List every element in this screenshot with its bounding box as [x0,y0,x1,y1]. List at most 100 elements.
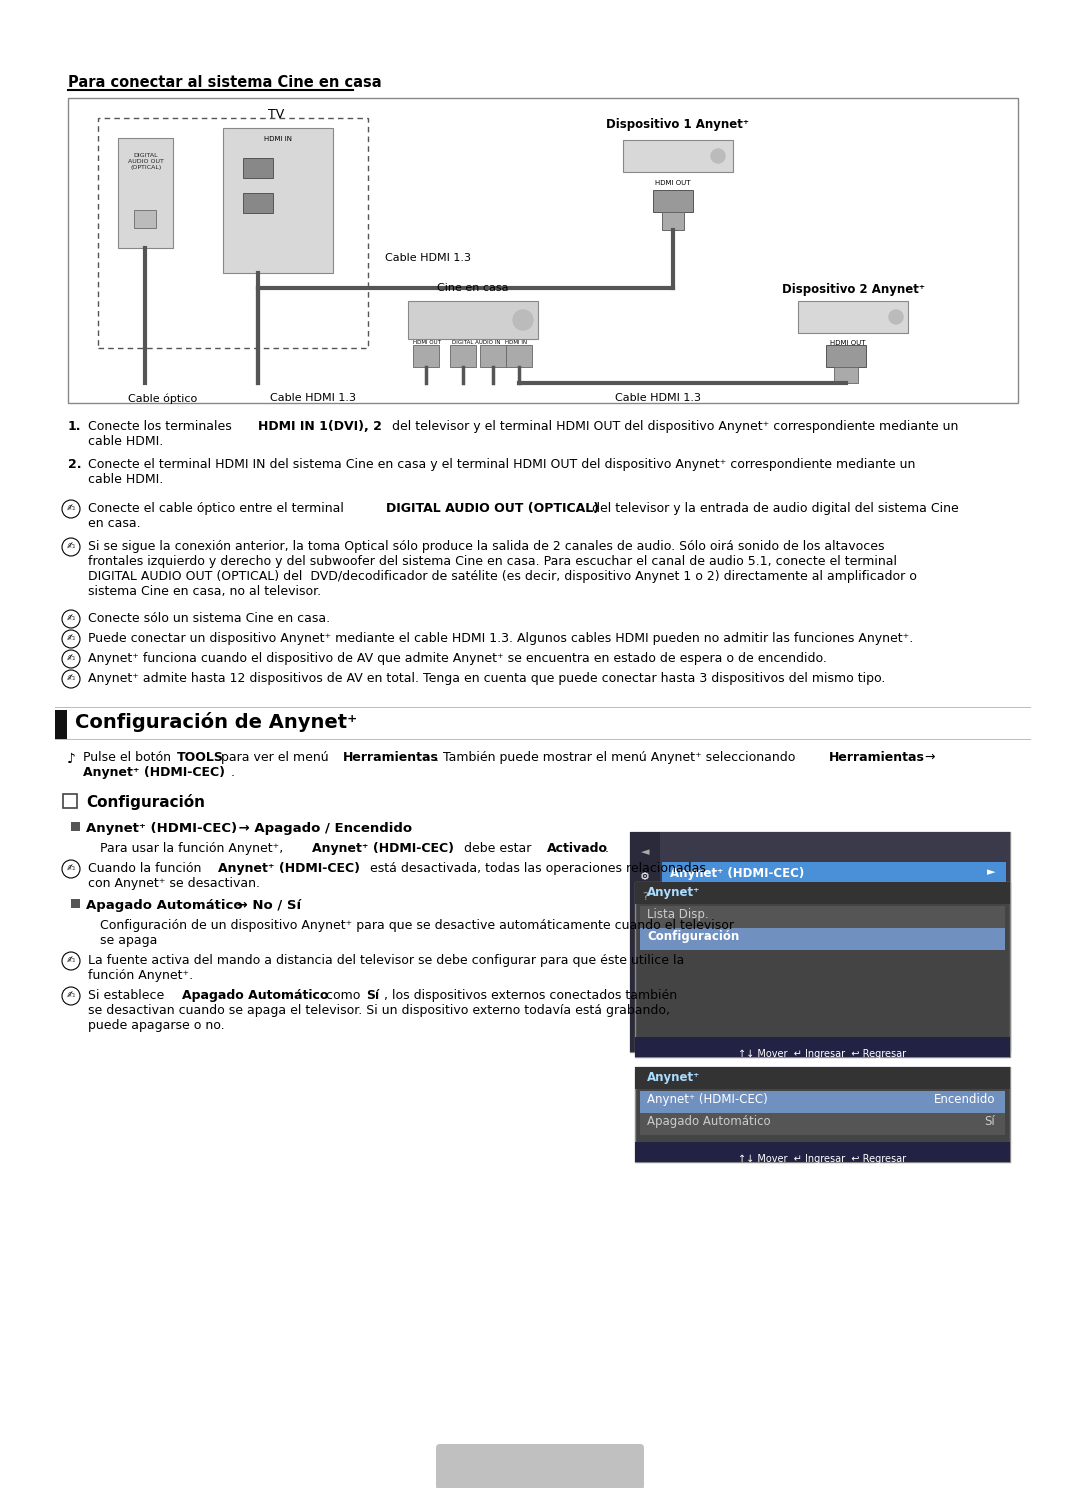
Text: ✍: ✍ [67,542,76,552]
Bar [635,1067,1010,1089]
Text: se apaga: se apaga [100,934,158,946]
Bar [826,345,866,368]
Text: del televisor y el terminal HDMI OUT del dispositivo Anynet⁺ correspondiente med: del televisor y el terminal HDMI OUT del… [388,420,958,433]
Bar [243,158,273,179]
Text: Dispositivo 2 Anynet⁺: Dispositivo 2 Anynet⁺ [782,283,924,296]
Text: Configuración de Anynet⁺: Configuración de Anynet⁺ [75,711,357,732]
Bar [635,1067,1010,1162]
Text: Cable HDMI 1.3: Cable HDMI 1.3 [270,393,356,403]
Bar [662,211,684,231]
Bar [640,1091,1005,1113]
Bar [63,795,77,808]
Text: . También puede mostrar el menú Anynet⁺ seleccionando: . También puede mostrar el menú Anynet⁺ … [435,751,799,763]
Text: Anynet⁺ admite hasta 12 dispositivos de AV en total. Tenga en cuenta que puede c: Anynet⁺ admite hasta 12 dispositivos de … [87,673,886,684]
Text: del televisor y la entrada de audio digital del sistema Cine: del televisor y la entrada de audio digi… [588,501,959,515]
Bar [507,345,532,368]
Bar [640,906,1005,929]
Text: Configuración de un dispositivo Anynet⁺ para que se desactive automáticamente cu: Configuración de un dispositivo Anynet⁺ … [100,920,734,931]
Bar [413,345,438,368]
Text: Anynet⁺ (HDMI-CEC): Anynet⁺ (HDMI-CEC) [218,862,360,875]
FancyBboxPatch shape [436,1443,644,1488]
Text: →: → [921,751,935,763]
Circle shape [513,310,534,330]
Text: para ver el menú: para ver el menú [217,751,333,763]
Bar [635,882,1010,905]
Text: Puede conectar un dispositivo Anynet⁺ mediante el cable HDMI 1.3. Algunos cables: Puede conectar un dispositivo Anynet⁺ me… [87,632,914,644]
Text: .: . [231,766,235,780]
Circle shape [711,149,725,164]
Bar [71,899,80,908]
Text: Anynet⁺: Anynet⁺ [647,885,700,899]
Text: Pulse el botón: Pulse el botón [83,751,175,763]
Circle shape [62,629,80,647]
Circle shape [62,610,80,628]
Text: → Apagado / Encendido: → Apagado / Encendido [234,821,413,835]
Text: Sí: Sí [366,990,379,1001]
Text: Cuando la función: Cuando la función [87,862,205,875]
Bar [798,301,908,333]
Text: HDMI IN: HDMI IN [264,135,292,141]
Text: Anynet⁺ (HDMI-CEC): Anynet⁺ (HDMI-CEC) [647,1094,768,1106]
Bar [134,210,156,228]
Bar [55,710,67,740]
Text: Conecte el cable óptico entre el terminal: Conecte el cable óptico entre el termina… [87,501,348,515]
Bar [222,128,333,272]
Bar [68,98,1018,403]
Text: HDMI OUT: HDMI OUT [413,339,441,345]
Text: debe estar: debe estar [460,842,536,856]
Bar [662,862,1005,888]
Bar [635,1141,1010,1162]
Text: cable HDMI.: cable HDMI. [87,434,163,448]
Bar [834,368,858,382]
Bar [98,118,368,348]
Text: Cable HDMI 1.3: Cable HDMI 1.3 [384,253,471,263]
Text: como: como [322,990,364,1001]
Text: Para conectar al sistema Cine en casa: Para conectar al sistema Cine en casa [68,74,381,89]
Text: función Anynet⁺.: función Anynet⁺. [87,969,193,982]
Text: Apagado Automático: Apagado Automático [183,990,328,1001]
Text: ✍: ✍ [67,634,76,644]
Text: ►: ► [986,868,995,876]
Text: Conecte los terminales: Conecte los terminales [87,420,240,433]
Text: Anynet⁺: Anynet⁺ [647,1071,700,1083]
Text: Español - 28: Español - 28 [487,1455,593,1472]
Text: ◄: ◄ [640,847,649,857]
Text: Lista Disp.: Lista Disp. [647,908,708,921]
Text: se desactivan cuando se apaga el televisor. Si un dispositivo externo todavía es: se desactivan cuando se apaga el televis… [87,1004,670,1016]
Circle shape [62,952,80,970]
Bar [630,832,660,1052]
Text: Anynet⁺ (HDMI-CEC): Anynet⁺ (HDMI-CEC) [670,868,805,879]
Text: Anynet⁺ (HDMI-CEC): Anynet⁺ (HDMI-CEC) [83,766,225,780]
Text: ✍: ✍ [67,955,76,966]
Text: Si establece: Si establece [87,990,168,1001]
Bar [623,140,733,173]
Bar [653,190,693,211]
Circle shape [62,987,80,1004]
Bar [660,832,1010,1052]
Bar [118,138,173,248]
Bar [640,929,1005,949]
Text: Si se sigue la conexión anterior, la toma Optical sólo produce la salida de 2 ca: Si se sigue la conexión anterior, la tom… [87,540,885,554]
Text: Anynet⁺ (HDMI-CEC): Anynet⁺ (HDMI-CEC) [312,842,454,856]
Bar [450,345,476,368]
Circle shape [62,860,80,878]
Text: DIGITAL AUDIO IN: DIGITAL AUDIO IN [453,339,500,345]
Text: Anynet⁺ funciona cuando el dispositivo de AV que admite Anynet⁺ se encuentra en : Anynet⁺ funciona cuando el dispositivo d… [87,652,827,665]
Text: DIGITAL AUDIO OUT (OPTICAL): DIGITAL AUDIO OUT (OPTICAL) [386,501,599,515]
Text: Cine en casa: Cine en casa [437,283,509,293]
Text: 2.: 2. [68,458,81,472]
Bar [635,882,1010,1056]
Text: Herramientas: Herramientas [829,751,924,763]
Text: frontales izquierdo y derecho y del subwoofer del sistema Cine en casa. Para esc: frontales izquierdo y derecho y del subw… [87,555,897,568]
Text: ?: ? [643,891,648,902]
Bar [480,345,507,368]
Text: DIGITAL
AUDIO OUT
(OPTICAL): DIGITAL AUDIO OUT (OPTICAL) [129,153,164,170]
Text: con Anynet⁺ se desactivan.: con Anynet⁺ se desactivan. [87,876,260,890]
Text: HDMI IN: HDMI IN [505,339,527,345]
Text: Apagado Automático: Apagado Automático [647,1115,771,1128]
Bar [640,1113,1005,1135]
Text: → No / Sí: → No / Sí [232,899,301,912]
Bar [630,832,1010,1052]
Circle shape [62,500,80,518]
Text: ✍: ✍ [67,615,76,623]
